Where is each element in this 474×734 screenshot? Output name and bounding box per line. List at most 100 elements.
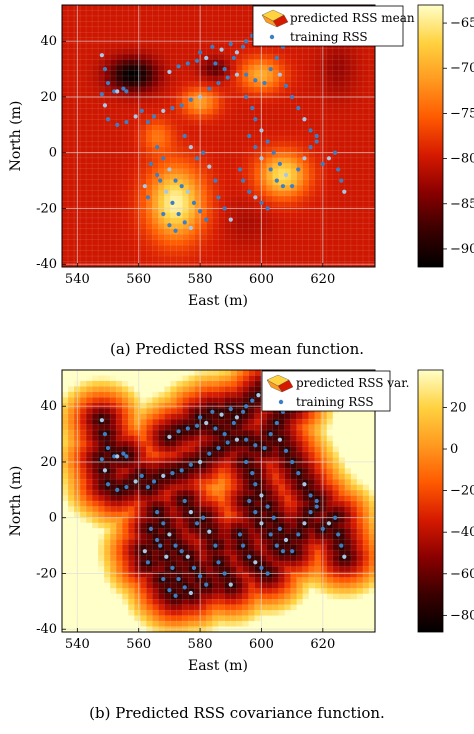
heat-cell [326, 468, 334, 475]
heat-cell [332, 125, 340, 131]
heat-cell [332, 484, 340, 491]
heat-cell [68, 15, 75, 22]
heat-cell [104, 604, 111, 611]
heat-cell [218, 517, 225, 524]
heat-cell [296, 185, 304, 191]
heat-cell [86, 92, 93, 99]
heat-cell [194, 375, 201, 382]
heat-cell [308, 163, 316, 170]
heat-cell [152, 391, 159, 398]
heat-cell [218, 245, 225, 252]
heat-cell [164, 566, 171, 573]
heat-cell [236, 75, 243, 82]
heat-cell [122, 446, 129, 453]
heat-cell [146, 10, 153, 17]
heat-cell [236, 419, 243, 425]
heat-cell [212, 239, 219, 246]
heat-cell [350, 163, 358, 170]
heat-cell [86, 391, 93, 398]
training-point [182, 220, 187, 225]
heat-cell [242, 163, 249, 170]
heat-cell [248, 495, 256, 502]
heat-cell [332, 446, 340, 453]
heat-cell [284, 70, 292, 77]
heat-cell [146, 506, 153, 513]
heat-cell [278, 419, 286, 425]
heat-cell [98, 544, 105, 551]
heat-cell [260, 577, 268, 584]
heat-cell [218, 174, 225, 181]
heat-cell [260, 206, 268, 213]
heat-cell [326, 413, 334, 420]
heat-cell [206, 501, 213, 507]
heat-cell [248, 146, 256, 153]
heat-cell [164, 97, 171, 104]
heat-cell [332, 70, 340, 77]
heat-cell [98, 174, 105, 181]
heat-cell [260, 419, 268, 425]
heat-cell [188, 430, 195, 436]
heat-cell [188, 544, 195, 551]
heat-cell [116, 413, 123, 420]
heat-cell [362, 179, 370, 186]
heat-cell [272, 179, 280, 186]
heat-cell [182, 15, 189, 22]
heat-cell [68, 473, 75, 480]
heat-cell [218, 544, 225, 551]
heat-cell [206, 413, 213, 420]
heat-cell [272, 141, 280, 148]
heat-cell [110, 408, 117, 415]
heat-cell [194, 119, 201, 126]
heat-cell [122, 561, 129, 567]
heat-cell [182, 21, 189, 28]
heat-cell [200, 517, 207, 524]
heat-cell [80, 539, 87, 546]
heat-cell [164, 168, 171, 175]
heat-cell [230, 217, 237, 224]
heat-cell [152, 179, 159, 186]
heat-cell [122, 539, 129, 546]
heat-cell [272, 440, 280, 447]
heat-cell [98, 484, 105, 491]
heat-cell [140, 375, 147, 382]
heat-cell [320, 196, 328, 202]
heat-cell [182, 571, 189, 578]
heat-cell [80, 550, 87, 556]
heat-cell [104, 43, 111, 50]
heat-cell [242, 593, 249, 600]
heat-cell [278, 70, 286, 77]
heat-cell [338, 245, 346, 252]
heat-cell [104, 479, 111, 486]
heat-cell [314, 435, 322, 442]
heat-cell [260, 201, 268, 208]
heat-cell [134, 5, 141, 11]
heat-cell [152, 610, 159, 617]
heat-cell [134, 228, 141, 235]
heat-cell [122, 457, 129, 464]
heat-cell [110, 599, 117, 606]
heat-cell [170, 408, 177, 415]
heat-cell [158, 375, 165, 382]
heat-cell [314, 517, 322, 524]
heat-cell [236, 522, 243, 529]
heat-cell [176, 185, 183, 191]
heat-cell [260, 146, 268, 153]
heat-cell [170, 621, 177, 627]
heat-cell [92, 550, 99, 556]
heat-cell [62, 141, 69, 148]
heat-cell [332, 108, 340, 115]
heat-cell [164, 582, 171, 589]
heat-cell [230, 402, 237, 409]
heat-cell [134, 136, 141, 142]
heat-cell [368, 81, 375, 88]
heat-cell [230, 517, 237, 524]
heat-cell [212, 604, 219, 611]
heat-cell [284, 86, 292, 93]
heat-cell [170, 457, 177, 464]
heat-cell [92, 375, 99, 382]
heat-cell [140, 10, 147, 17]
heat-cell [368, 196, 375, 202]
heat-cell [140, 386, 147, 393]
heat-cell [200, 114, 207, 121]
heat-cell [332, 533, 340, 540]
